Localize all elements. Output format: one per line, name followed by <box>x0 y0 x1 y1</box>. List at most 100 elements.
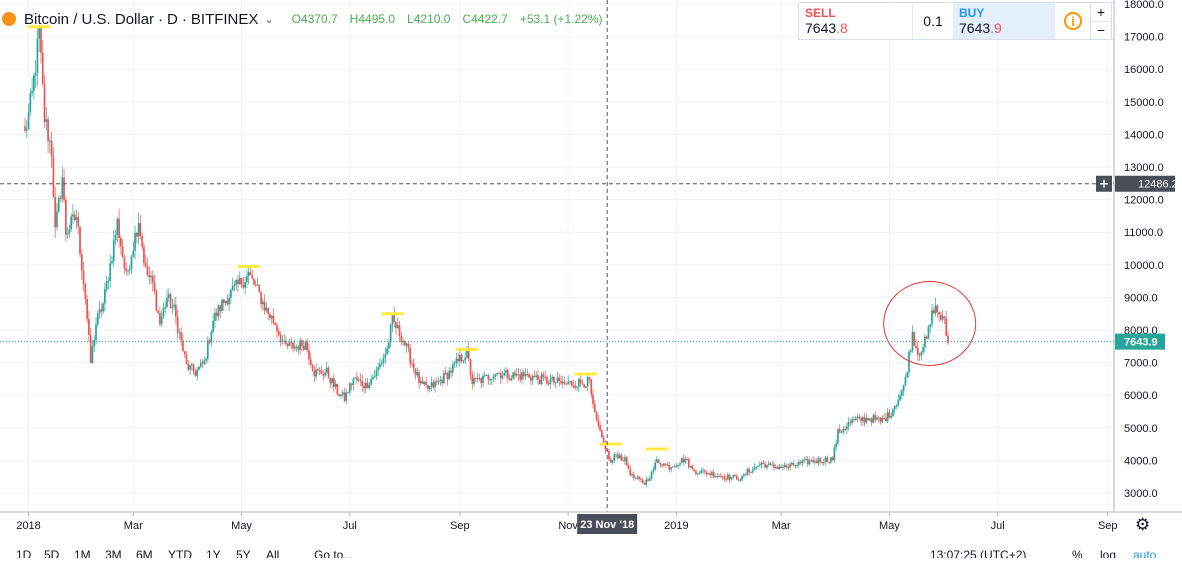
candle-body <box>183 351 186 355</box>
candle-body <box>505 370 507 373</box>
candle-body <box>501 375 504 379</box>
candle-body <box>364 382 367 389</box>
candle-body <box>604 441 607 450</box>
candle-body <box>329 377 332 384</box>
zoom-out-button[interactable]: − <box>1096 22 1106 39</box>
candle-body <box>652 469 655 472</box>
candle-body <box>242 284 245 288</box>
range-5d-button[interactable]: 5D <box>44 548 60 558</box>
candle-body <box>253 278 255 285</box>
range-6m-button[interactable]: 6M <box>136 548 153 558</box>
range-1m-button[interactable]: 1M <box>74 548 91 558</box>
highlight-mark <box>455 348 478 352</box>
candle-body <box>638 476 640 479</box>
candle-body <box>240 278 243 285</box>
candle-body <box>909 350 912 353</box>
interval-label[interactable]: D <box>167 10 178 28</box>
candle-body <box>929 324 932 327</box>
range-3m-button[interactable]: 3M <box>105 548 122 558</box>
candle-body <box>847 422 850 427</box>
candle-body <box>57 197 60 212</box>
candle-body <box>244 282 246 288</box>
candle-body <box>659 462 662 465</box>
candle-body <box>368 384 371 389</box>
time-tick-label: May <box>231 520 252 532</box>
candle-body <box>446 373 449 380</box>
candle-body <box>934 305 937 314</box>
range-5y-button[interactable]: 5Y <box>236 548 251 558</box>
candle-body <box>922 347 924 353</box>
candle-body <box>354 377 356 379</box>
candle-body <box>464 357 467 361</box>
clock-time[interactable]: 13:07:25 (UTC+2) <box>930 548 1027 558</box>
candle-body <box>258 284 261 293</box>
candle-body <box>112 240 115 262</box>
goto-button[interactable]: Go to... <box>314 548 354 558</box>
candle-body <box>854 418 857 420</box>
time-axis[interactable]: 2018 Mar May Jul Sep Nov 2019 Mar May Jul Sep 23 No… <box>0 511 1182 534</box>
range-1y-button[interactable]: 1Y <box>206 548 221 558</box>
candle-body <box>656 459 658 463</box>
candle-body <box>247 272 250 276</box>
candle-body <box>396 324 399 329</box>
range-1d-button[interactable]: 1D <box>16 548 32 558</box>
candle-body <box>673 466 676 468</box>
candle-body <box>132 250 135 257</box>
candle-body <box>840 432 843 434</box>
price-tick-label: 14000.0 <box>1124 129 1164 141</box>
candle-body <box>226 300 229 305</box>
exchange-label[interactable]: BITFINEX <box>190 10 259 28</box>
candle-body <box>38 27 41 39</box>
time-tick-label: May <box>879 520 900 532</box>
candle-body <box>235 279 238 285</box>
candle-body <box>427 384 429 390</box>
gear-icon[interactable]: ⚙ <box>1135 515 1151 534</box>
log-toggle[interactable]: log <box>1100 548 1117 558</box>
candle-body <box>400 336 403 343</box>
header-separator: · <box>158 10 164 28</box>
candle-body <box>205 359 207 361</box>
candle-body <box>187 363 190 370</box>
candle-body <box>792 463 795 466</box>
candle-body <box>125 268 128 271</box>
candle-body <box>311 364 314 371</box>
time-tick-label: Mar <box>772 520 791 532</box>
candle-body <box>787 467 790 469</box>
candle-body <box>370 378 372 385</box>
candle-body <box>196 369 199 376</box>
range-all-button[interactable]: All <box>266 548 280 558</box>
range-ytd-button[interactable]: YTD <box>168 548 192 558</box>
percent-toggle[interactable]: % <box>1072 548 1083 558</box>
high-number: 4495.0 <box>358 12 396 26</box>
buy-button[interactable]: BUY 7643.9 <box>953 3 1055 39</box>
candle-body <box>700 470 703 474</box>
price-axis[interactable]: 3000.04000.05000.06000.07000.08000.09000… <box>1096 0 1178 512</box>
price-tick-label: 15000.0 <box>1124 97 1164 109</box>
zoom-in-button[interactable]: + <box>1091 3 1111 22</box>
info-button[interactable]: i <box>1055 3 1091 39</box>
candle-body <box>137 223 140 237</box>
crosshair-price-label: 12486.2 <box>1138 179 1178 191</box>
bitcoin-logo-icon <box>2 12 16 26</box>
candle-body <box>359 379 362 381</box>
sell-button[interactable]: SELL 7643.8 <box>799 3 913 39</box>
candle-body <box>916 348 919 355</box>
candle-body <box>624 457 626 462</box>
candle-body <box>375 370 378 377</box>
candle-body <box>292 342 294 349</box>
candle-body <box>790 463 793 465</box>
chevron-down-icon[interactable]: ⌄ <box>264 13 274 26</box>
candle-body <box>902 385 905 392</box>
open-number: 4370.7 <box>300 12 338 26</box>
candle-body <box>84 283 87 300</box>
candle-body <box>572 385 575 387</box>
candle-body <box>533 376 536 378</box>
symbol-name[interactable]: Bitcoin / U.S. Dollar <box>24 10 155 28</box>
candle-body <box>696 473 699 475</box>
candle-body <box>682 458 685 463</box>
candle-body <box>753 466 756 470</box>
candle-body <box>709 473 711 476</box>
auto-toggle[interactable]: auto <box>1133 548 1157 558</box>
